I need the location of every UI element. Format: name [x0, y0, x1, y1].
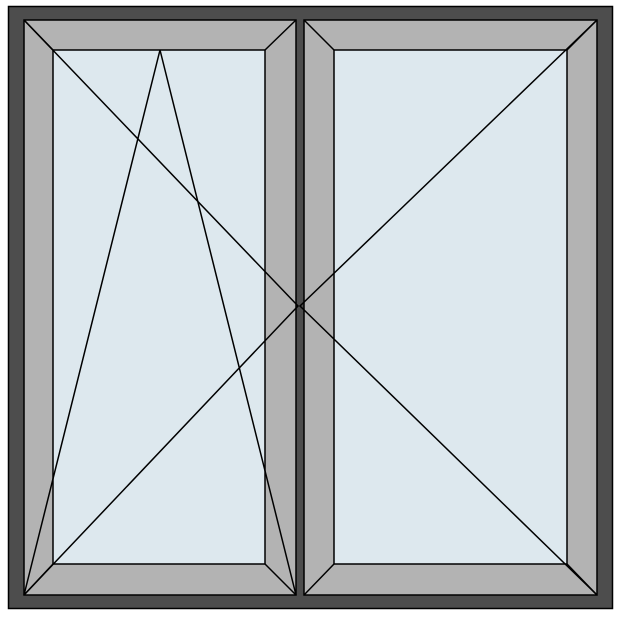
right-sash-corner-miter-bl [303, 563, 335, 596]
right-sash [303, 19, 598, 596]
left-sash-tilt-symbol [23, 49, 297, 596]
right-glass-pane [333, 49, 568, 565]
left-sash [23, 19, 297, 596]
left-sash-corner-miter-br [264, 563, 297, 596]
left-sash-corner-miter-tr [264, 19, 297, 51]
right-sash-corner-miter-tl [303, 19, 335, 51]
opening-symbols [23, 19, 598, 596]
left-sash-turn-symbol [23, 19, 300, 596]
right-sash-turn-symbol [298, 19, 598, 596]
left-glass-pane [52, 49, 266, 565]
